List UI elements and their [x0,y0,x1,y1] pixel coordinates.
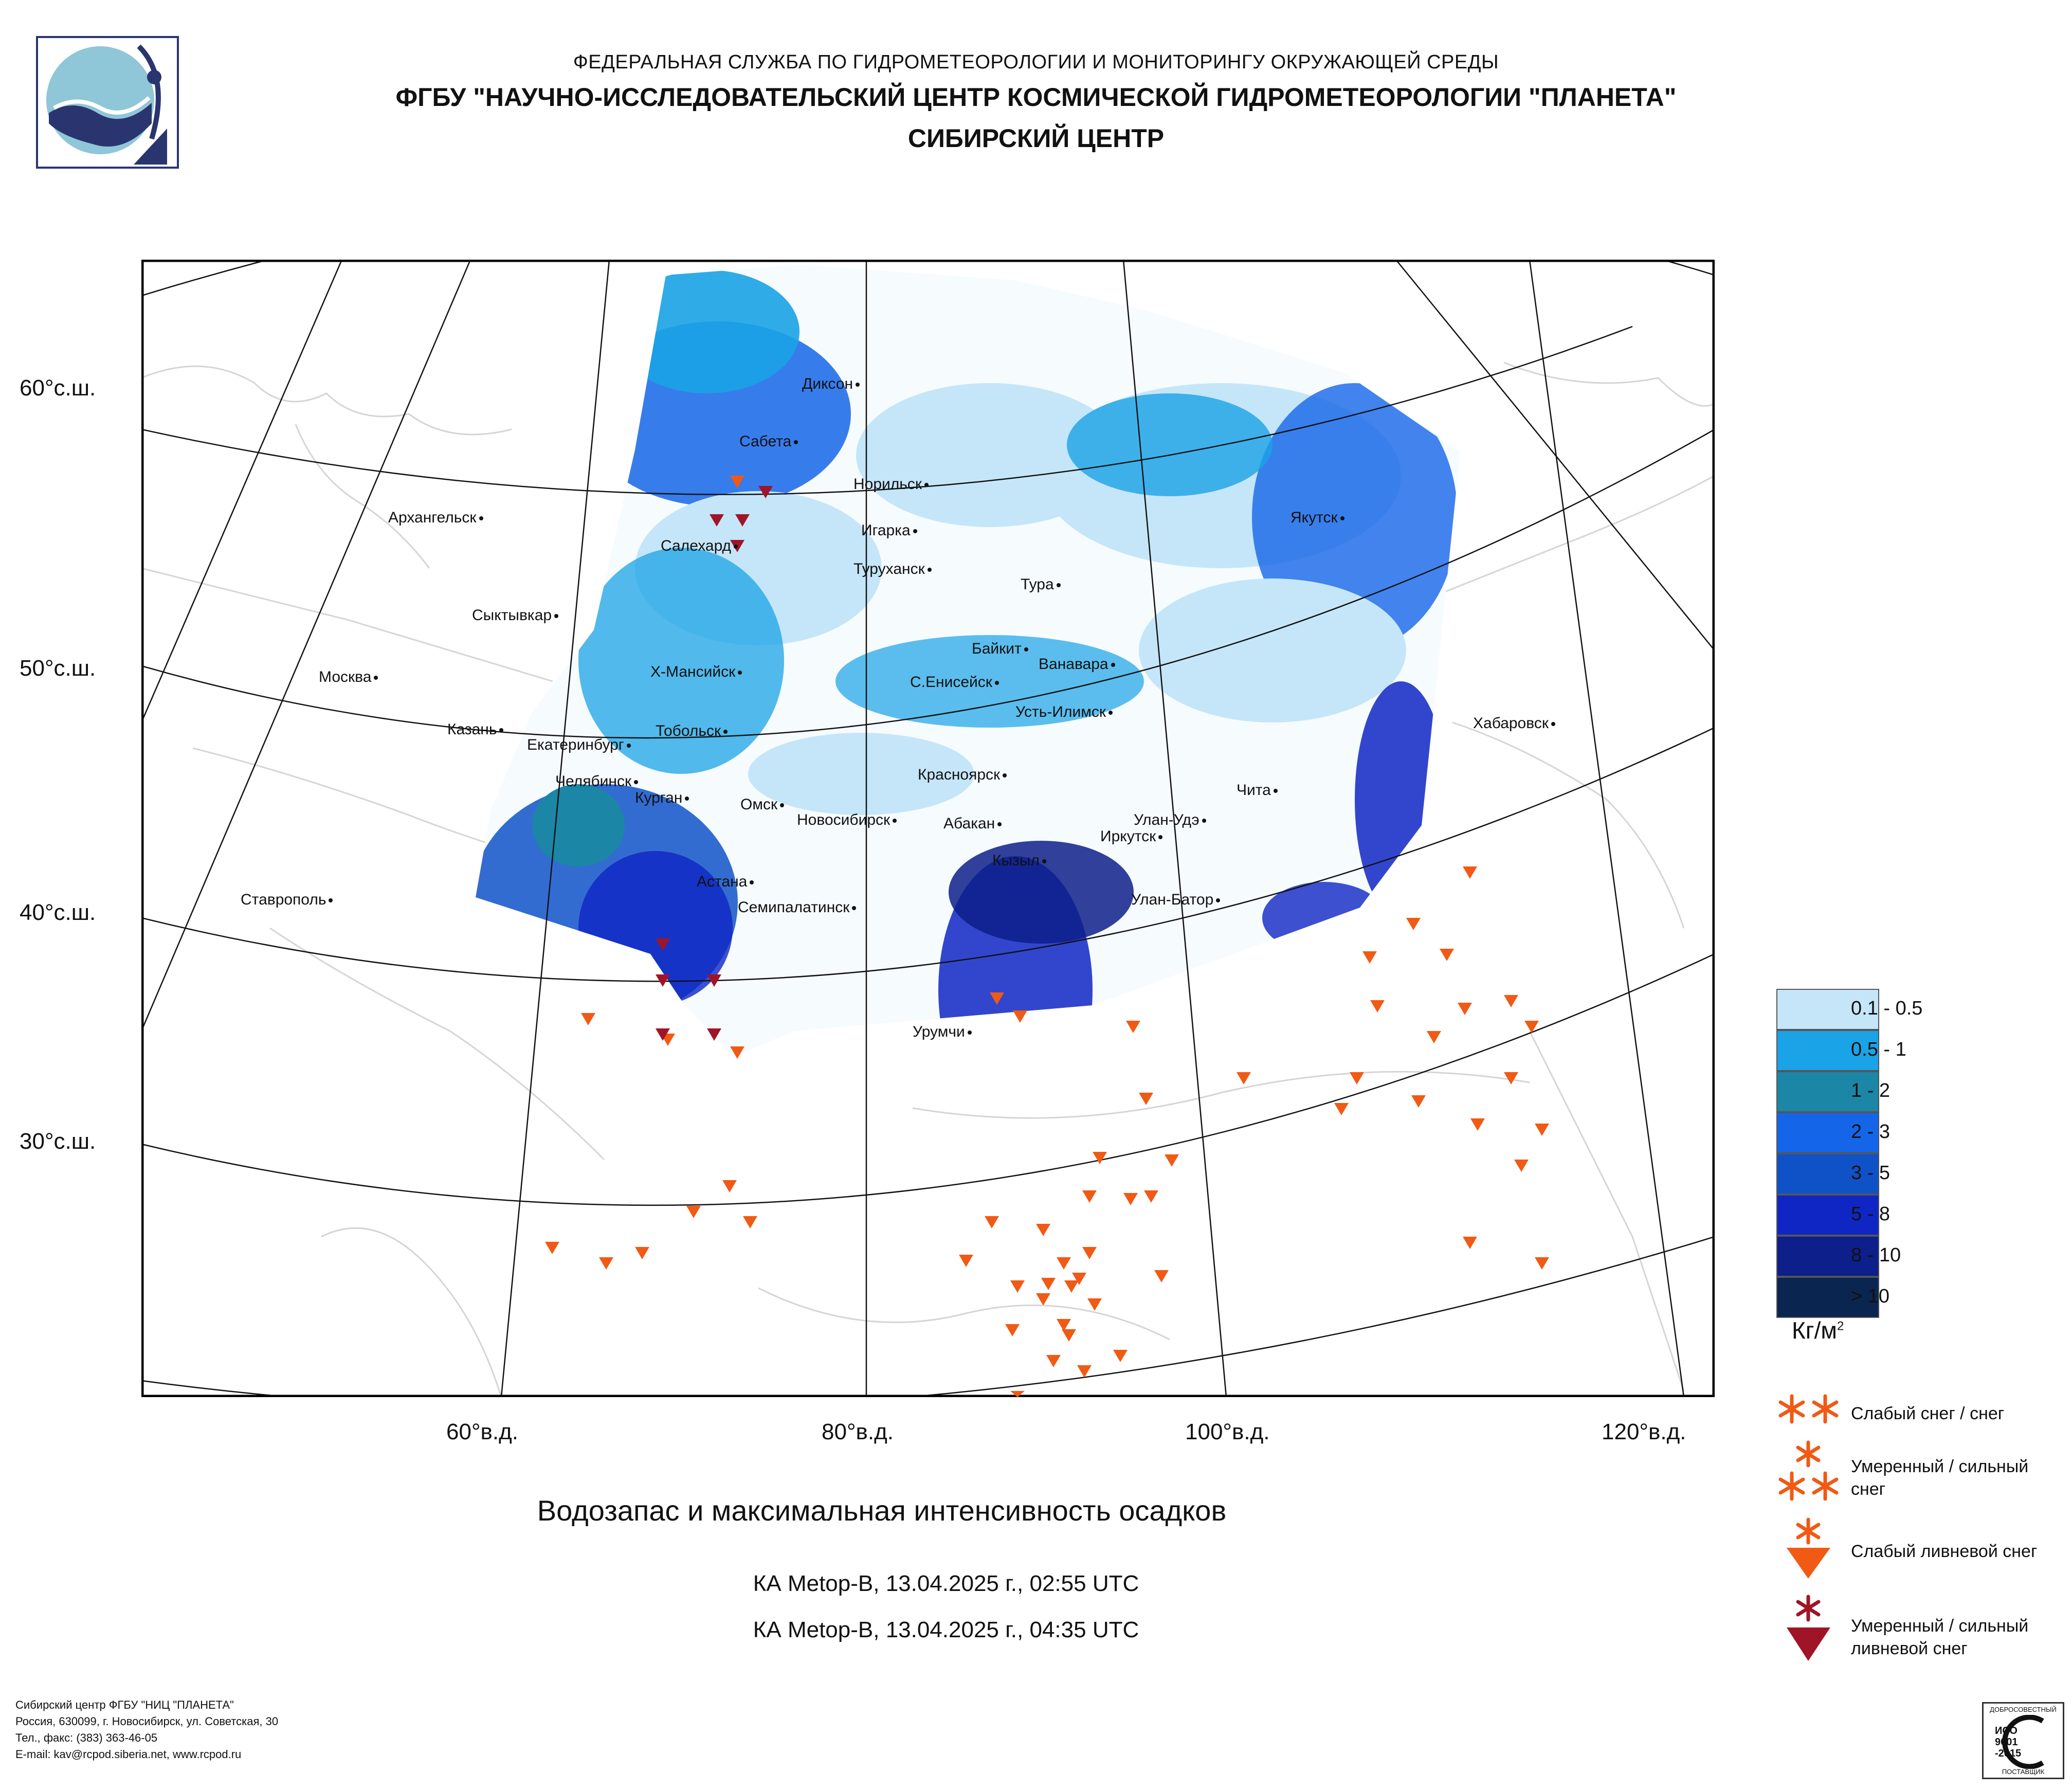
center-name: ФГБУ "НАУЧНО-ИССЛЕДОВАТЕЛЬСКИЙ ЦЕНТР КОС… [395,83,1677,112]
iso-badge-top: ДОБРОСОВЕСТНЫЙ [1990,1706,2057,1713]
weak-shower-snow-icon [1787,1517,1830,1579]
weak-shower-snow-markers [545,476,1549,1433]
logo [36,36,179,169]
iso-badge: ДОБРОСОВЕСТНЫЙ ИСО 9001 -2015 ПОСТАВЩИК [1982,1702,2064,1779]
agency-name: ФЕДЕРАЛЬНАЯ СЛУЖБА ПО ГИДРОМЕТЕОРОЛОГИИ … [573,51,1499,73]
city-label: Челябинск [555,773,639,790]
city-label: Хабаровск [1473,715,1555,732]
lon-label-120: 120°в.д. [1602,1419,1686,1444]
lon-label-60: 60°в.д. [446,1419,519,1444]
legend-swatch [1776,1236,1879,1277]
legend-swatch [1776,1071,1879,1112]
legend-label: 8 - 10 [1851,1244,1901,1266]
footer-line: Россия, 630099, г. Новосибирск, ул. Сове… [15,1715,279,1728]
lat-label-50: 50°с.ш. [20,656,96,681]
legend-label: 0.5 - 1 [1851,1039,1906,1060]
map-canvas [141,259,1715,1398]
legend-label: 1 - 2 [1851,1080,1891,1101]
city-label: Кызыл [992,852,1046,870]
footer-line: Сибирский центр ФГБУ "НИЦ "ПЛАНЕТА" [15,1698,234,1711]
city-label: Усть-Илимск [1015,703,1113,721]
map-frame [141,259,1715,1398]
city-label: Диксон [802,375,860,393]
city-label: Ставрополь [241,891,333,909]
moderate-snow-icon [1778,1440,1839,1501]
city-label: Иркутск [1100,828,1163,845]
city-label: Тобольск [656,722,728,740]
iso-badge-bottom: ПОСТАВЩИК [2002,1768,2045,1776]
legend-label: 3 - 5 [1851,1162,1891,1184]
planeta-logo-icon [36,36,179,169]
city-label: Норильск [853,476,929,493]
footer-line: Тел., факс: (383) 363-46-05 [15,1731,158,1744]
city-label: Архангельск [388,509,483,527]
city-label: Казань [447,721,504,738]
city-label: Омск [740,796,785,813]
city-label: Ванавара [1039,656,1115,673]
city-label: Чита [1237,782,1278,799]
lat-label-30: 30°с.ш. [20,1129,96,1154]
city-label: С.Енисейск [910,674,999,691]
city-label: Улан-Удэ [1134,811,1206,829]
branch-name: СИБИРСКИЙ ЦЕНТР [907,124,1165,153]
legend-label: 0.1 - 0.5 [1851,998,1923,1019]
city-label: Москва [319,668,378,686]
pass-info-2: КА Metop-B, 13.04.2025 г., 04:35 UTC [753,1617,1139,1642]
legend-swatch [1776,1277,1879,1318]
city-label: Сыктывкар [472,607,559,624]
heavy-shower-snow-label: Умеренный / сильный ливневой снег [1851,1616,2029,1658]
city-label: Игарка [861,522,917,539]
weak-snow-label: Слабый снег / снег [1851,1404,2005,1423]
city-label: Урумчи [913,1023,972,1041]
lat-label-60: 60°с.ш. [20,375,96,401]
city-label: Екатеринбург [527,736,631,754]
city-label: Красноярск [918,766,1007,784]
precip-symbols [545,476,1549,1433]
city-label: Астана [697,873,754,891]
lat-label-40: 40°с.ш. [20,900,96,925]
legend-swatch [1776,989,1879,1030]
legend-label: > 10 [1851,1286,1890,1307]
legend-label: 5 - 8 [1851,1203,1891,1225]
legend-swatch [1776,1112,1879,1153]
legend-label: 2 - 3 [1851,1121,1891,1143]
pass-info-1: КА Metop-B, 13.04.2025 г., 02:55 UTC [753,1571,1139,1596]
legend-unit: Кг/м2 [1792,1317,1844,1344]
city-label: Абакан [943,815,1002,833]
city-label: Туруханск [853,560,932,578]
city-label: Семипалатинск [738,899,857,916]
footer-line: E-mail: kav@rcpod.siberia.net, www.rcpod… [15,1748,242,1761]
city-label: Якутск [1291,509,1344,527]
city-label: Новосибирск [797,811,897,829]
city-label: Курган [635,789,689,807]
footer-contacts: Сибирский центр ФГБУ "НИЦ "ПЛАНЕТА" Росс… [15,1697,278,1763]
city-label: Байкит [972,640,1028,658]
heavy-shower-snow-icon [1787,1595,1830,1661]
city-label: Сабета [739,433,798,450]
city-label: Тура [1021,576,1061,593]
city-label: Х-Мансийск [650,663,742,681]
symbol-layer [141,260,1715,1433]
heavy-shower-snow-markers [656,486,773,1041]
moderate-snow-label: Умеренный / сильный снег [1851,1457,2029,1499]
iso-seal-icon [2002,1715,2044,1769]
lon-label-80: 80°в.д. [822,1419,894,1444]
product-title: Водозапас и максимальная интенсивность о… [537,1494,1227,1527]
weak-shower-snow-label: Слабый ливневой снег [1851,1542,2038,1561]
weak-snow-icon [1778,1394,1839,1424]
lon-label-100: 100°в.д. [1185,1419,1270,1444]
city-label: Улан-Батор [1131,891,1221,909]
legend-swatch [1776,1030,1879,1071]
legend-swatch [1776,1195,1879,1236]
legend-swatch [1776,1153,1879,1195]
iso-text: ИСО 9001 -2015 [1995,1725,2022,1759]
city-label: Салехард [661,537,738,555]
